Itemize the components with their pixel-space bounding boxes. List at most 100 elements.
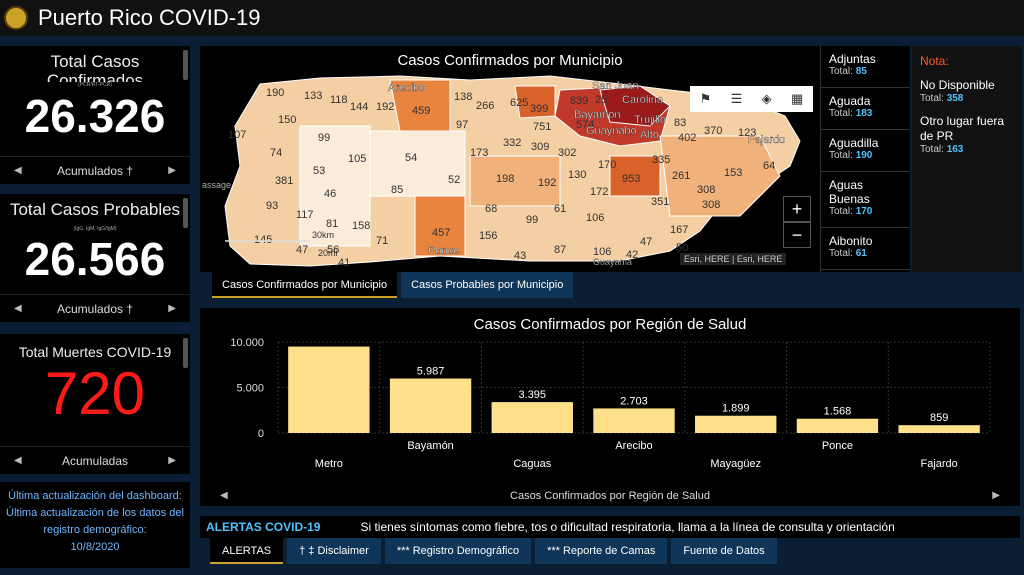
tab-fuente-datos[interactable]: Fuente de Datos [671, 538, 777, 564]
map-number: 74 [270, 147, 282, 159]
map-tabs: Casos Confirmados por Municipio Casos Pr… [200, 272, 1020, 298]
basemap-grid-icon[interactable]: ▦ [791, 91, 804, 106]
deaths-value: 720 [44, 360, 146, 427]
layers-icon[interactable]: ◈ [761, 91, 772, 106]
card-title: Total Casos Probables [9, 200, 181, 219]
legend-list-icon[interactable]: ☰ [730, 91, 743, 106]
map-number: 50 [676, 242, 688, 254]
zoom-out-button[interactable]: − [783, 222, 811, 248]
total-cases-card: Total Casos Confirmados (PCR/RT-PCR) 26.… [0, 46, 190, 184]
probable-cases-card: Total Casos Probables (IgG, IgM, IgG/IgM… [0, 194, 190, 322]
card-subtitle: (PCR/RT-PCR) [78, 82, 112, 88]
next-arrow-icon[interactable]: ▶ [992, 490, 1000, 501]
zoom-in-button[interactable]: + [783, 196, 811, 222]
label-ponce: Ponce [428, 245, 459, 257]
prev-arrow-icon[interactable]: ◀ [220, 490, 228, 501]
map-number: 381 [275, 175, 293, 187]
map-number: 167 [670, 224, 688, 236]
map-number: 351 [651, 196, 669, 208]
map-number: 87 [554, 244, 566, 256]
label-passage: assage [202, 180, 231, 190]
map-number: 309 [531, 141, 549, 153]
card-scrollbar[interactable] [183, 50, 188, 80]
next-arrow-icon[interactable]: ▶ [168, 165, 176, 176]
label-alto: Alto [640, 129, 659, 141]
chart-foot-label: Casos Confirmados por Región de Salud [510, 490, 710, 502]
next-arrow-icon[interactable]: ▶ [168, 303, 176, 314]
data-label: 859 [930, 412, 948, 424]
region-chart-panel: Casos Confirmados por Región de Salud 0 5… [200, 308, 1020, 506]
map-number: 370 [704, 125, 722, 137]
map-number: 117 [296, 209, 314, 221]
bar [695, 415, 777, 433]
tab-registro-demografico[interactable]: *** Registro Demográfico [384, 538, 532, 564]
map-number: 46 [324, 188, 336, 200]
chart-footer: ◀ Casos Confirmados por Región de Salud … [200, 490, 1020, 502]
map-number: 83 [674, 117, 686, 129]
data-label: 2.703 [620, 395, 648, 407]
prev-arrow-icon[interactable]: ◀ [14, 303, 22, 314]
tab-confirmed-by-municipio[interactable]: Casos Confirmados por Municipio [212, 272, 398, 298]
card-foot-label: Acumuladas [61, 453, 129, 468]
map-number: 97 [456, 119, 468, 131]
probable-cases-value: 26.566 [24, 233, 166, 285]
list-item[interactable]: Adjuntas Total: 85 [821, 46, 910, 88]
prev-arrow-icon[interactable]: ◀ [14, 455, 22, 466]
map-number: 399 [530, 103, 548, 115]
y-tick-label: 10.000 [230, 337, 264, 349]
app-header: Puerto Rico COVID-19 [0, 0, 1024, 36]
tab-disclaimer[interactable]: † ‡ Disclaimer [287, 538, 381, 564]
x-tick-label: Fajardo [920, 458, 957, 470]
next-arrow-icon[interactable]: ▶ [168, 455, 176, 466]
data-label: 1.568 [824, 406, 852, 418]
total-value: 183 [855, 108, 873, 119]
nota-name: No Disponible [920, 78, 995, 92]
label-trujillo: Trujillo [634, 114, 666, 126]
pr-municipality-map[interactable]: 190 133 118 144 192 459 138 266 625 399 … [200, 46, 820, 272]
map-number: 47 [296, 244, 308, 256]
map-number: 61 [554, 203, 566, 215]
list-item[interactable]: Aguadilla Total: 190 [821, 130, 910, 172]
list-item[interactable]: Aguada Total: 183 [821, 88, 910, 130]
tab-probable-by-municipio[interactable]: Casos Probables por Municipio [401, 272, 574, 298]
data-label: 3.395 [519, 389, 547, 401]
prev-arrow-icon[interactable]: ◀ [14, 165, 22, 176]
map-number: 457 [432, 227, 450, 239]
total-value: 61 [855, 248, 867, 259]
map-number: 625 [510, 97, 528, 109]
label-san-juan: San Juan [592, 80, 638, 92]
bar [796, 418, 879, 433]
bar [593, 408, 675, 433]
map-number: 158 [352, 220, 370, 232]
total-value: 358 [946, 93, 964, 104]
total-value: 85 [855, 66, 867, 77]
region-bar-chart: 0 5.000 10.000 Metro 5.987 Bayamón 3.395 Caguas… [230, 337, 991, 470]
tab-reporte-camas[interactable]: *** Reporte de Camas [535, 538, 668, 564]
total-label: Total: [829, 108, 853, 119]
card-scrollbar[interactable] [183, 198, 188, 228]
update-line-2: Última actualización de los datos del re… [6, 507, 184, 536]
card-scrollbar[interactable] [183, 338, 188, 368]
bookmark-icon[interactable]: ⚑ [699, 91, 712, 106]
card-footer: ◀ Acumulados † ▶ [0, 294, 190, 322]
label-guaynabo: Guaynabo [586, 125, 637, 137]
map-number: 153 [724, 167, 742, 179]
map-labels: 190 133 118 144 192 459 138 266 625 399 … [228, 87, 775, 269]
list-item[interactable]: Otro lugar fuera de PR Total: 163 [920, 114, 1014, 155]
map-number: 198 [496, 173, 514, 185]
x-tick-label: Metro [315, 458, 343, 470]
tab-alertas[interactable]: ALERTAS [210, 538, 284, 564]
map-number: 173 [470, 147, 488, 159]
list-item[interactable]: No Disponible Total: 358 [920, 78, 1014, 104]
list-item[interactable]: Aguas Buenas Total: 170 [821, 172, 910, 228]
map-number: 145 [254, 234, 272, 246]
map-number: 335 [652, 154, 670, 166]
list-item[interactable]: Aibonito Total: 61 [821, 228, 910, 270]
map-number: 133 [304, 90, 322, 102]
map-number: 118 [330, 94, 348, 106]
label-fajardo: Fajardo [748, 134, 785, 146]
map-number: 123 [738, 127, 756, 139]
map-number: 54 [405, 152, 417, 164]
map-number: 192 [538, 177, 556, 189]
label-carolina: Carolina [622, 94, 664, 106]
